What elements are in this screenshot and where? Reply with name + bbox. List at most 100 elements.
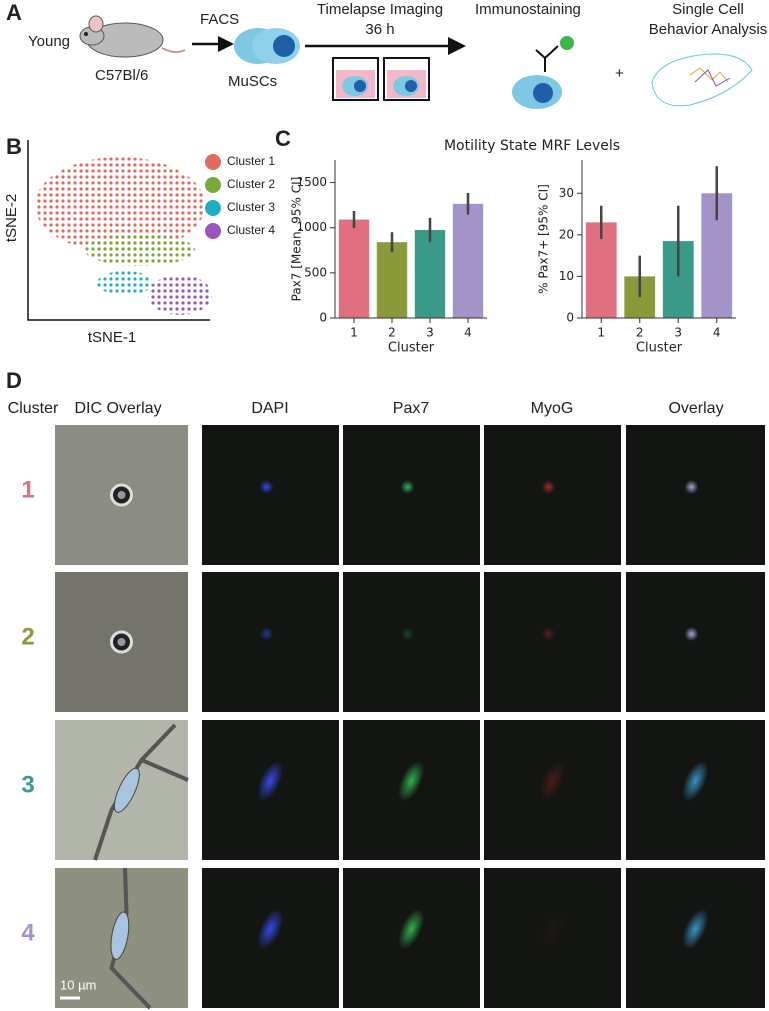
x-axis-label: Cluster [636,341,683,356]
tsne-scatter [35,157,212,315]
signal [400,480,415,494]
x-tick-label: 3 [674,326,682,340]
column-header: DAPI [251,400,288,417]
y-tick-label: 500 [304,265,327,279]
legend-label: Cluster 2 [227,177,275,191]
label: 36 h [365,21,394,38]
legend-swatch [205,177,221,193]
panel-label: C [275,126,291,151]
signal [684,480,699,494]
x-tick-label: 1 [350,326,358,340]
label: Immunostaining [475,1,581,18]
row-label: 1 [21,476,34,503]
fluor-image [202,572,339,712]
label: + [615,65,624,82]
row-label: 3 [21,771,34,798]
arrow-head [448,37,466,55]
legend-label: Cluster 3 [227,200,275,214]
y-tick-label: 10 [559,269,574,283]
x-tick-label: 2 [388,326,396,340]
label: C57Bl/6 [95,67,148,84]
axis [27,140,210,321]
bar [414,229,446,318]
axis-label: tSNE-1 [88,329,136,346]
label: Behavior Analysis [649,21,767,38]
column-header: DIC Overlay [74,400,161,417]
panel-label: B [6,134,22,159]
fluor-image [626,425,765,565]
axis-label: tSNE-2 [3,194,20,242]
antibody-icon [512,36,574,109]
label: Single Cell [672,1,744,18]
fluor-image [626,572,765,712]
cell-core [117,638,126,646]
y-tick-label: 1500 [296,175,327,189]
bar [338,219,370,318]
cell-icons [234,28,300,64]
y-axis-label: Pax7 [Mean, 95% CI] [290,177,304,302]
signal [682,908,709,950]
legend-swatch [205,154,221,170]
column-header: Cluster [8,400,59,417]
y-tick-label: 20 [559,227,574,241]
signal [684,627,699,641]
legend-swatch [205,223,221,239]
mouse-icon [79,15,186,58]
panel-label: D [6,368,22,393]
label: Timelapse Imaging [317,1,443,18]
axis [334,160,487,319]
scale-bar-label: 10 µm [60,977,96,992]
track-illustration [651,53,753,107]
signal [682,760,709,802]
bar [452,203,484,318]
x-axis-label: Cluster [388,341,435,356]
legend-swatch [205,200,221,216]
signal [259,627,274,641]
legend-label: Cluster 1 [227,154,275,168]
column-header: Overlay [668,400,723,417]
y-tick-label: 1000 [296,220,327,234]
column-header: MyoG [531,400,574,417]
chart-title: Motility State MRF Levels [444,138,620,154]
signal [257,908,284,950]
signal [398,760,425,802]
x-tick-label: 4 [713,326,721,340]
fluor-image [202,425,339,565]
row-label: 2 [21,623,34,650]
column-header: Pax7 [393,400,430,417]
fluor-image [484,572,621,712]
label: MuSCs [228,73,277,90]
y-tick-label: 0 [566,311,574,325]
x-tick-label: 2 [636,326,644,340]
y-axis-label: % Pax7+ [95% CI] [537,184,551,294]
signal [398,908,425,950]
x-tick-label: 1 [597,326,605,340]
signal [257,760,284,802]
x-tick-label: 4 [464,326,472,340]
axis [581,160,736,319]
signal [539,760,566,802]
row-label: 4 [21,919,35,946]
x-tick-label: 3 [426,326,434,340]
nucleus [110,911,130,960]
bar [376,242,408,318]
y-tick-label: 0 [319,311,327,325]
fluor-image [343,572,480,712]
fluor-image [484,425,621,565]
arrow-head [218,36,234,52]
legend-label: Cluster 4 [227,223,275,237]
signal [541,480,556,494]
label: FACS [200,11,239,28]
y-tick-label: 30 [559,186,574,200]
signal [259,480,274,494]
signal [400,627,415,641]
signal [539,908,566,950]
nucleus [113,767,140,813]
fluor-image [343,425,480,565]
signal [541,627,556,641]
label: Young [28,33,70,50]
cell-core [117,491,126,499]
panel-label: A [6,0,22,25]
well-icons [332,57,430,101]
